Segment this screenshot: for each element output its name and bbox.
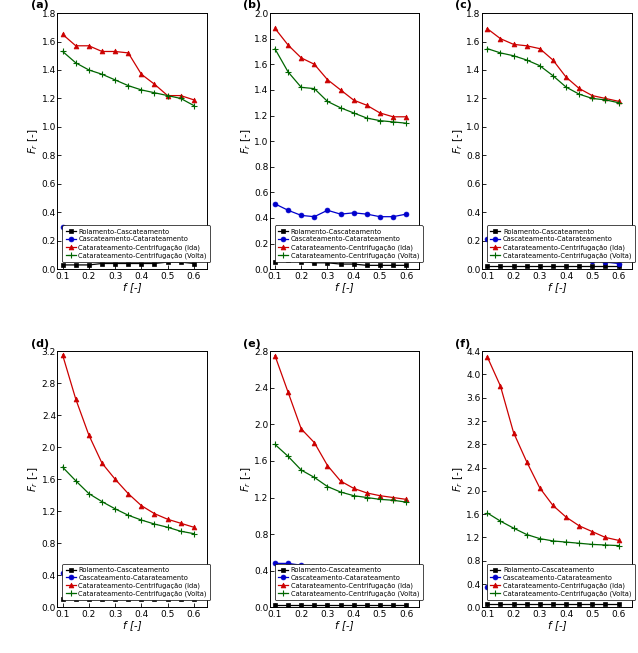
Legend: Rolamento-Cascateamento, Cascateamento-Catarateamento, Catarateamento-Centrifuga: Rolamento-Cascateamento, Cascateamento-C… (487, 225, 635, 262)
Text: (e): (e) (243, 339, 260, 349)
Y-axis label: $F_r$ [-]: $F_r$ [-] (26, 129, 40, 154)
Legend: Rolamento-Cascateamento, Cascateamento-Catarateamento, Catarateamento-Centrifuga: Rolamento-Cascateamento, Cascateamento-C… (275, 225, 422, 262)
X-axis label: f [-]: f [-] (547, 282, 566, 293)
Legend: Rolamento-Cascateamento, Cascateamento-Catarateamento, Catarateamento-Centrifuga: Rolamento-Cascateamento, Cascateamento-C… (63, 564, 211, 600)
Text: (b): (b) (243, 1, 261, 10)
X-axis label: f [-]: f [-] (335, 620, 354, 630)
X-axis label: f [-]: f [-] (123, 620, 142, 630)
Text: (f): (f) (455, 339, 470, 349)
Y-axis label: $F_r$ [-]: $F_r$ [-] (451, 466, 465, 492)
Y-axis label: $F_r$ [-]: $F_r$ [-] (26, 466, 40, 492)
Legend: Rolamento-Cascateamento, Cascateamento-Catarateamento, Catarateamento-Centrifuga: Rolamento-Cascateamento, Cascateamento-C… (487, 564, 635, 600)
X-axis label: f [-]: f [-] (123, 282, 142, 293)
Text: (a): (a) (31, 1, 48, 10)
Y-axis label: $F_r$ [-]: $F_r$ [-] (239, 466, 253, 492)
Legend: Rolamento-Cascateamento, Cascateamento-Catarateamento, Catarateamento-Centrifuga: Rolamento-Cascateamento, Cascateamento-C… (63, 225, 211, 262)
X-axis label: f [-]: f [-] (547, 620, 566, 630)
Y-axis label: $F_r$ [-]: $F_r$ [-] (239, 129, 253, 154)
Text: (c): (c) (455, 1, 472, 10)
Legend: Rolamento-Cascateamento, Cascateamento-Catarateamento, Catarateamento-Centrifuga: Rolamento-Cascateamento, Cascateamento-C… (275, 564, 422, 600)
Y-axis label: $F_r$ [-]: $F_r$ [-] (451, 129, 465, 154)
X-axis label: f [-]: f [-] (335, 282, 354, 293)
Text: (d): (d) (31, 339, 48, 349)
